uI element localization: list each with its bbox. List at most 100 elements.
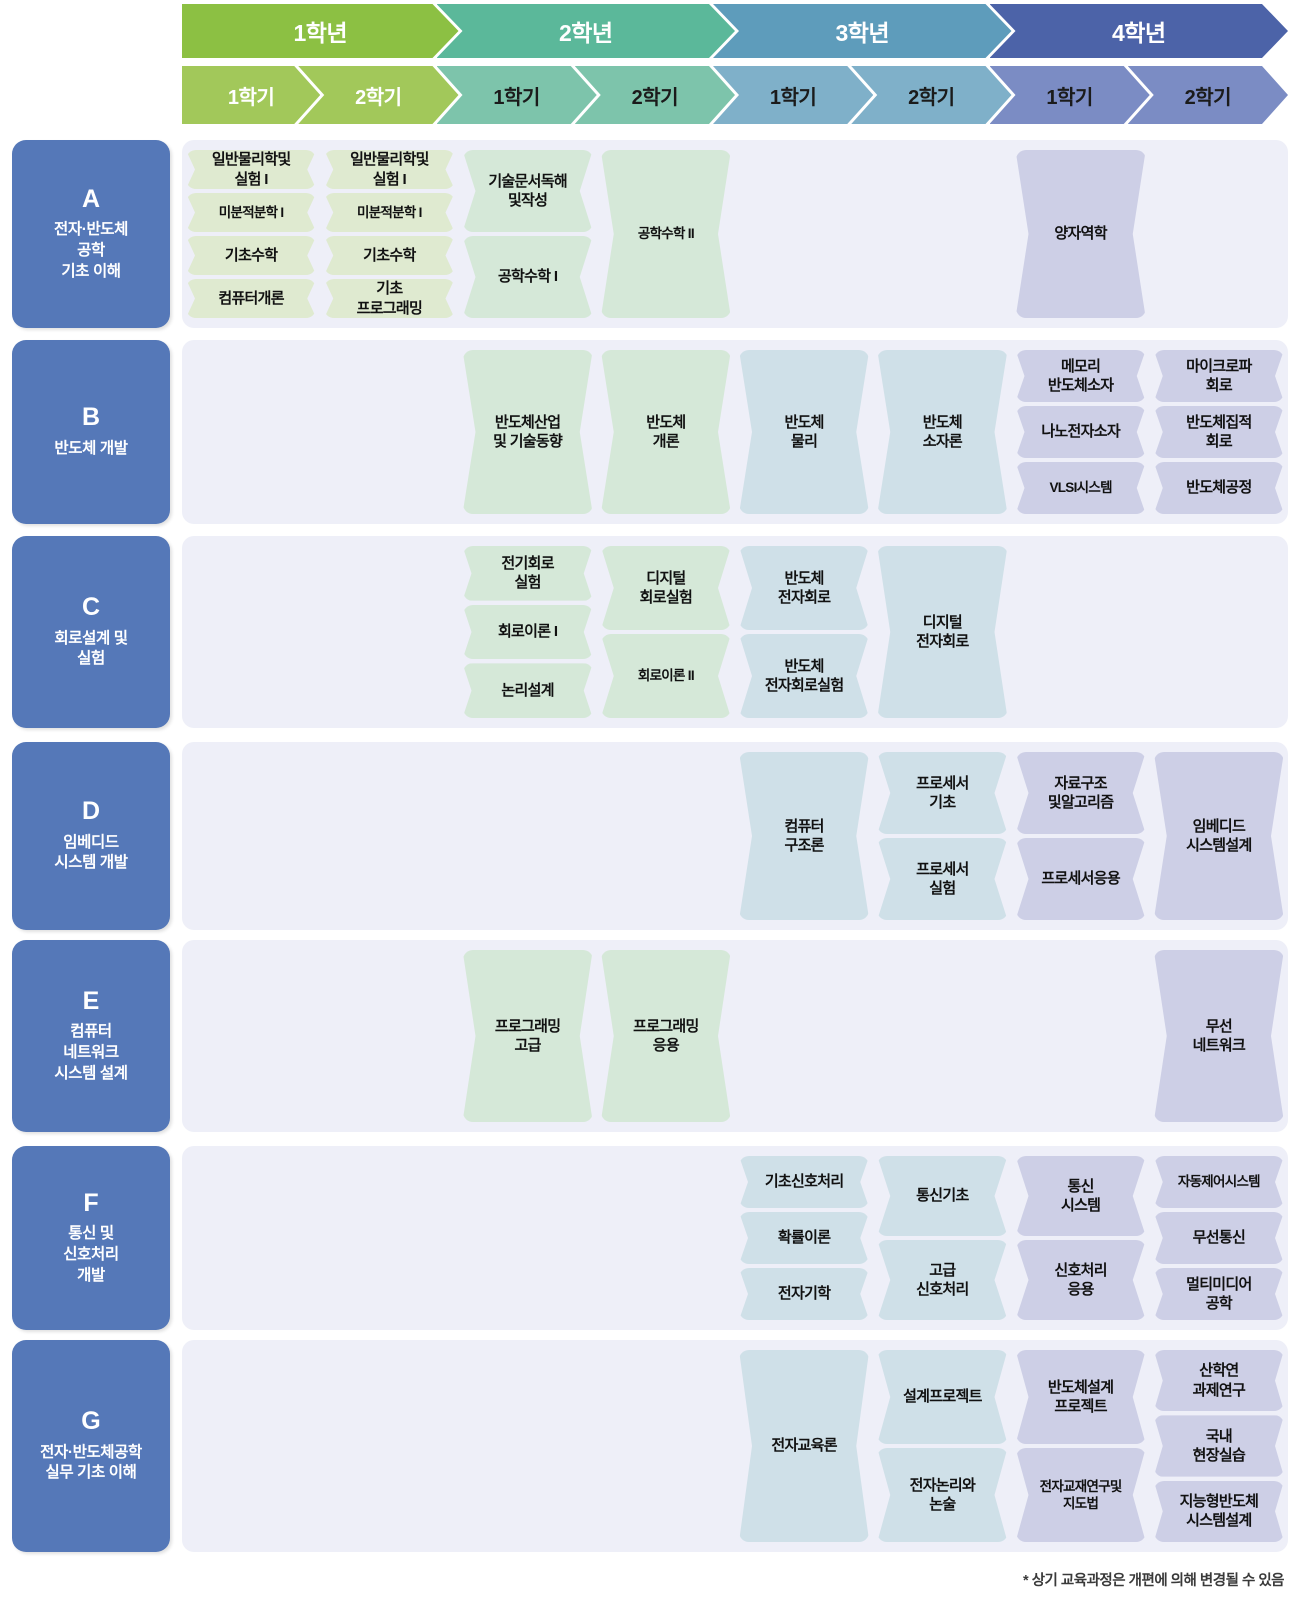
course-card[interactable]: 메모리 반도체소자	[1016, 350, 1146, 402]
course-card[interactable]: 마이크로파 회로	[1154, 350, 1284, 402]
course-card[interactable]: 프로세서응용	[1016, 838, 1146, 920]
course-card[interactable]: 미분적분학 I	[186, 193, 316, 232]
course-card[interactable]: 공학수학 I	[463, 236, 593, 318]
course-label: 기술문서독해 및작성	[488, 172, 567, 210]
course-label-line: 및알고리즘	[1047, 794, 1114, 811]
course-label-line: 일반물리학및	[350, 151, 429, 169]
course-card[interactable]: 디지털 회로실험	[601, 546, 731, 630]
track-sidebar-d[interactable]: D 임베디드 시스템 개발	[12, 742, 170, 930]
course-card[interactable]: 반도체산업 및 기술동향	[463, 350, 593, 514]
track-title-line: 실험	[77, 650, 105, 668]
course-card[interactable]: 신호처리 응용	[1016, 1240, 1146, 1320]
course-card[interactable]: 반도체공정	[1154, 462, 1284, 514]
course-card[interactable]: 회로이론 II	[601, 634, 731, 718]
course-label-line: 확률이론	[777, 1229, 831, 1247]
course-card[interactable]: 기초수학	[186, 236, 316, 275]
course-card[interactable]: 회로이론 I	[463, 605, 593, 660]
course-label-line: 반도체	[784, 657, 824, 675]
course-card[interactable]: 프로그래밍 응용	[601, 950, 731, 1122]
track-title-line: 반도체 개발	[54, 439, 128, 457]
course-label: 메모리 반도체소자	[1048, 357, 1114, 395]
track-title-line: 공학	[77, 241, 105, 259]
track-sidebar-a[interactable]: A 전자·반도체 공학 기초 이해	[12, 140, 170, 328]
track-sidebar-f[interactable]: F 통신 및 신호처리 개발	[12, 1146, 170, 1330]
course-card[interactable]: 반도체 전자회로실험	[739, 634, 869, 718]
semester-header-8: 2학기	[1128, 66, 1288, 124]
course-label-line: 전자기학	[777, 1285, 831, 1303]
course-label-line: 기술문서독해	[488, 172, 567, 190]
course-card[interactable]: 논리설계	[463, 663, 593, 718]
course-label-line: 고급	[514, 1037, 541, 1054]
course-card[interactable]: 프로세서 실험	[877, 838, 1007, 920]
track-sidebar-e[interactable]: E 컴퓨터 네트워크 시스템 설계	[12, 940, 170, 1132]
course-label-line: 기초	[929, 794, 956, 811]
course-card[interactable]: 반도체설계 프로젝트	[1016, 1350, 1146, 1444]
course-card[interactable]: 자동제어시스템	[1154, 1156, 1284, 1208]
track-letter: D	[81, 797, 101, 826]
course-label: 논리설계	[501, 681, 553, 700]
course-card[interactable]: 전자교재연구및 지도법	[1016, 1448, 1146, 1542]
course-card[interactable]: 반도체집적 회로	[1154, 406, 1284, 458]
course-card[interactable]: 나노전자소자	[1016, 406, 1146, 458]
course-label-line: 지도법	[1063, 1496, 1099, 1511]
course-card[interactable]: 고급 신호처리	[877, 1240, 1007, 1320]
course-label-line: 및 기술동향	[493, 433, 563, 450]
course-card[interactable]: 산학연 과제연구	[1154, 1350, 1284, 1411]
semester-header-2: 2학기	[298, 66, 458, 124]
course-label-line: 회로이론 I	[497, 623, 558, 641]
year-header-3: 3학년	[713, 4, 1012, 58]
course-card[interactable]: 임베디드 시스템설계	[1154, 752, 1284, 920]
course-card[interactable]: 프로그래밍 고급	[463, 950, 593, 1122]
track-sidebar-c[interactable]: C 회로설계 및 실험	[12, 536, 170, 728]
course-card[interactable]: 확률이론	[739, 1212, 869, 1264]
course-card[interactable]: 기초신호처리	[739, 1156, 869, 1208]
course-label: 프로세서 기초	[916, 774, 968, 812]
track-sidebar-b[interactable]: B 반도체 개발	[12, 340, 170, 524]
course-card[interactable]: 일반물리학및 실험 I	[186, 150, 316, 189]
course-label: 미분적분학 I	[357, 204, 422, 221]
course-card[interactable]: 미분적분학 I	[324, 193, 454, 232]
track-sidebar-g[interactable]: G 전자·반도체공학 실무 기초 이해	[12, 1340, 170, 1552]
track-letter: F	[83, 1188, 99, 1217]
course-card[interactable]: 반도체 개론	[601, 350, 731, 514]
course-card[interactable]: 프로세서 기초	[877, 752, 1007, 834]
course-card[interactable]: 기초수학	[324, 236, 454, 275]
course-card[interactable]: 일반물리학및 실험 I	[324, 150, 454, 189]
course-label-line: 반도체	[784, 569, 824, 587]
course-label-line: 자동제어시스템	[1177, 1174, 1260, 1190]
course-card[interactable]: 전기회로 실험	[463, 546, 593, 601]
course-card[interactable]: 기술문서독해 및작성	[463, 150, 593, 232]
year-header-label: 4학년	[1111, 20, 1166, 46]
course-label: 무선통신	[1193, 1228, 1245, 1247]
course-card[interactable]: VLSI시스템	[1016, 462, 1146, 514]
course-card[interactable]: 국내 현장실습	[1154, 1415, 1284, 1476]
course-card[interactable]: 전자교육론	[739, 1350, 869, 1542]
course-card[interactable]: 전자논리와 논술	[877, 1448, 1007, 1542]
course-card[interactable]: 컴퓨터 구조론	[739, 752, 869, 920]
course-card[interactable]: 컴퓨터개론	[186, 279, 316, 318]
course-card[interactable]: 양자역학	[1016, 150, 1146, 318]
course-card[interactable]: 멀티미디어 공학	[1154, 1268, 1284, 1320]
course-label: 나노전자소자	[1041, 422, 1120, 441]
course-card[interactable]: 반도체 소자론	[877, 350, 1007, 514]
course-card[interactable]: 공학수학 II	[601, 150, 731, 318]
course-card[interactable]: 통신 시스템	[1016, 1156, 1146, 1236]
course-card[interactable]: 지능형반도체 시스템설계	[1154, 1481, 1284, 1542]
course-card[interactable]: 반도체 물리	[739, 350, 869, 514]
course-label: 고급 신호처리	[916, 1261, 968, 1299]
track-title: 통신 및 신호처리 개발	[63, 1224, 119, 1286]
course-card[interactable]: 반도체 전자회로	[739, 546, 869, 630]
course-card[interactable]: 설계프로젝트	[877, 1350, 1007, 1444]
course-card[interactable]: 통신기초	[877, 1156, 1007, 1236]
course-label: 회로이론 I	[498, 622, 557, 641]
course-label-line: 통신기초	[916, 1187, 969, 1205]
course-card[interactable]: 무선통신	[1154, 1212, 1284, 1264]
course-label-line: 멀티미디어	[1186, 1275, 1252, 1293]
course-card[interactable]: 전자기학	[739, 1268, 869, 1320]
course-card[interactable]: 무선 네트워크	[1154, 950, 1284, 1122]
course-label-line: 메모리	[1060, 357, 1101, 375]
course-card[interactable]: 디지털 전자회로	[877, 546, 1007, 718]
course-card[interactable]: 자료구조 및알고리즘	[1016, 752, 1146, 834]
course-card[interactable]: 기초 프로그래밍	[324, 279, 454, 318]
semester-header-3: 1학기	[437, 66, 597, 124]
